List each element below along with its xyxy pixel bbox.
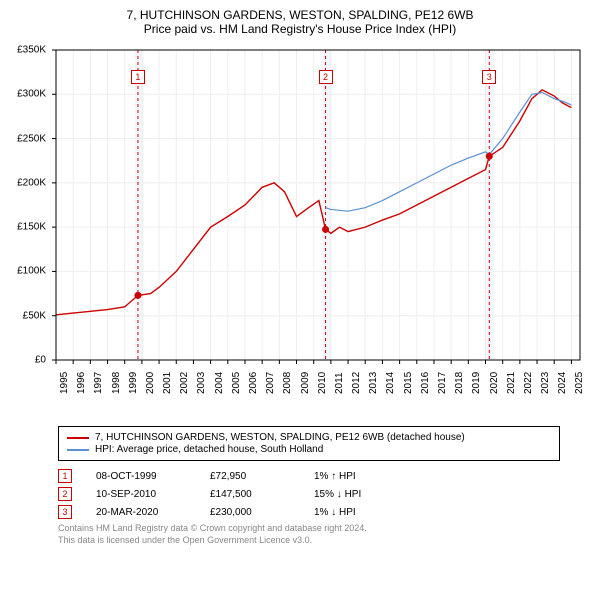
x-tick-label: 2009: [300, 372, 311, 394]
x-tick-label: 1997: [93, 372, 104, 394]
x-tick-label: 2023: [540, 372, 551, 394]
x-tick-label: 2001: [162, 372, 173, 394]
event-price: £72,950: [210, 471, 290, 482]
event-marker-icon: 1: [58, 469, 72, 483]
x-tick-label: 1995: [59, 372, 70, 394]
x-tick-label: 2021: [506, 372, 517, 394]
x-tick-label: 2016: [420, 372, 431, 394]
footer-attribution: Contains HM Land Registry data © Crown c…: [58, 523, 560, 546]
x-tick-label: 2008: [282, 372, 293, 394]
x-tick-label: 2014: [385, 372, 396, 394]
y-tick-label: £0: [6, 355, 46, 366]
x-tick-label: 2006: [248, 372, 259, 394]
footer-line-1: Contains HM Land Registry data © Crown c…: [58, 523, 560, 535]
x-tick-label: 2005: [231, 372, 242, 394]
x-tick-label: 2003: [196, 372, 207, 394]
x-tick-label: 2022: [523, 372, 534, 394]
x-tick-label: 1996: [76, 372, 87, 394]
legend-item: HPI: Average price, detached house, Sout…: [67, 444, 551, 455]
event-marker-icon: 2: [58, 487, 72, 501]
event-date: 10-SEP-2010: [96, 489, 186, 500]
event-price: £230,000: [210, 507, 290, 518]
legend: 7, HUTCHINSON GARDENS, WESTON, SPALDING,…: [58, 426, 560, 461]
event-marker-2: 2: [319, 70, 333, 84]
x-tick-label: 2017: [437, 372, 448, 394]
y-tick-label: £150K: [6, 222, 46, 233]
event-price: £147,500: [210, 489, 290, 500]
event-row: 1 08-OCT-1999 £72,950 1% ↑ HPI: [58, 469, 560, 483]
legend-label: HPI: Average price, detached house, Sout…: [95, 444, 323, 455]
x-tick-label: 2011: [334, 372, 345, 394]
footer-line-2: This data is licensed under the Open Gov…: [58, 535, 560, 547]
event-row: 2 10-SEP-2010 £147,500 15% ↓ HPI: [58, 487, 560, 501]
legend-item: 7, HUTCHINSON GARDENS, WESTON, SPALDING,…: [67, 432, 551, 443]
y-tick-label: £50K: [6, 310, 46, 321]
event-marker-3: 3: [482, 70, 496, 84]
x-tick-label: 2002: [179, 372, 190, 394]
x-tick-label: 2024: [557, 372, 568, 394]
x-tick-label: 2012: [351, 372, 362, 394]
x-tick-label: 1999: [128, 372, 139, 394]
event-list: 1 08-OCT-1999 £72,950 1% ↑ HPI 2 10-SEP-2010 £…: [58, 469, 560, 519]
event-row: 3 20-MAR-2020 £230,000 1% ↓ HPI: [58, 505, 560, 519]
x-tick-label: 2013: [368, 372, 379, 394]
y-tick-label: £100K: [6, 266, 46, 277]
x-tick-label: 1998: [111, 372, 122, 394]
x-tick-label: 2010: [317, 372, 328, 394]
event-hpi: 15% ↓ HPI: [314, 489, 404, 500]
x-tick-label: 2025: [574, 372, 585, 394]
legend-swatch: [67, 437, 89, 439]
x-tick-label: 2004: [214, 372, 225, 394]
y-tick-label: £350K: [6, 45, 46, 56]
x-tick-label: 2020: [489, 372, 500, 394]
event-date: 08-OCT-1999: [96, 471, 186, 482]
y-tick-label: £200K: [6, 177, 46, 188]
event-marker-1: 1: [131, 70, 145, 84]
x-tick-label: 2018: [454, 372, 465, 394]
price-chart: £0£50K£100K£150K£200K£250K£300K£350K1995…: [10, 40, 590, 420]
x-tick-label: 2019: [471, 372, 482, 394]
page-title: 7, HUTCHINSON GARDENS, WESTON, SPALDING,…: [10, 8, 590, 22]
event-marker-icon: 3: [58, 505, 72, 519]
chart-svg: [10, 40, 590, 420]
y-tick-label: £250K: [6, 133, 46, 144]
event-hpi: 1% ↑ HPI: [314, 471, 404, 482]
legend-swatch: [67, 449, 89, 451]
event-date: 20-MAR-2020: [96, 507, 186, 518]
event-hpi: 1% ↓ HPI: [314, 507, 404, 518]
y-tick-label: £300K: [6, 89, 46, 100]
page-subtitle: Price paid vs. HM Land Registry's House …: [10, 22, 590, 36]
x-tick-label: 2015: [403, 372, 414, 394]
legend-label: 7, HUTCHINSON GARDENS, WESTON, SPALDING,…: [95, 432, 465, 443]
x-tick-label: 2000: [145, 372, 156, 394]
x-tick-label: 2007: [265, 372, 276, 394]
